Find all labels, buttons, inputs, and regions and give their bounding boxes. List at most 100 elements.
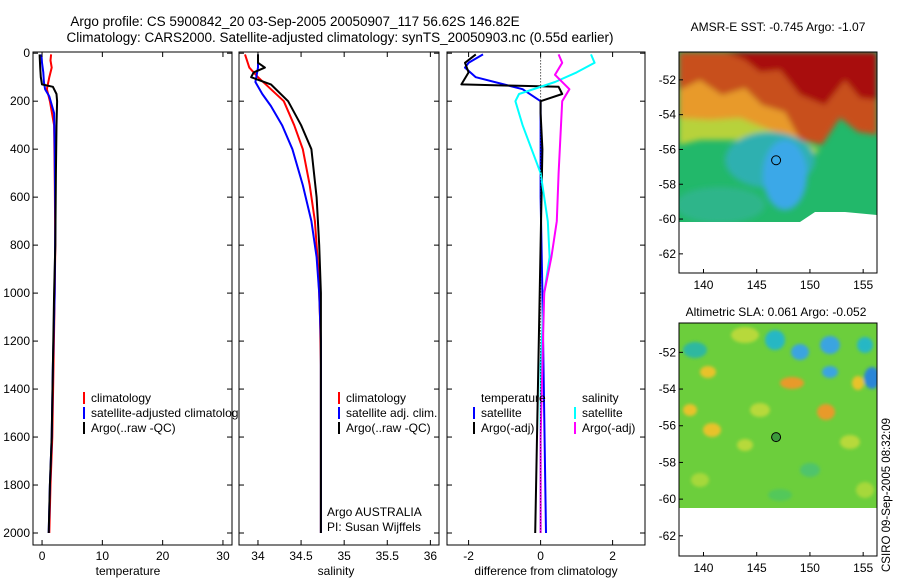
lat-tick-label: -62 <box>659 247 677 261</box>
sst-map-title: AMSR-E SST: -0.745 Argo: -1.07 <box>691 20 866 34</box>
sla-heatmap <box>679 323 877 508</box>
difference-xlabel: difference from climatology <box>474 564 617 578</box>
series-line-argo-raw-qc <box>38 54 59 534</box>
sla-blob <box>780 377 804 389</box>
sst-no-data <box>679 212 877 225</box>
series-line-salinity-satellite <box>514 54 596 533</box>
sla-blob <box>864 367 877 389</box>
y-tick-label: 1800 <box>3 478 30 492</box>
x-tick-label: 0 <box>537 549 544 563</box>
y-tick-label: 1400 <box>3 382 30 396</box>
series-line-argo-raw-qc <box>250 54 322 533</box>
salinity-xlabel: salinity <box>318 564 355 578</box>
float-position-marker <box>771 155 782 166</box>
x-tick-label: 10 <box>96 549 110 563</box>
title-line-2: Climatology: CARS2000. Satellite-adjuste… <box>66 30 613 45</box>
sla-map-marks <box>771 432 782 443</box>
sla-blob <box>765 330 785 350</box>
lat-tick-label: -62 <box>659 529 677 543</box>
sla-blob <box>822 366 838 378</box>
sla-field-blobs <box>683 327 877 501</box>
lat-tick-label: -60 <box>659 212 677 226</box>
lon-tick-label: 145 <box>747 561 767 575</box>
sst-cold-core <box>763 140 807 210</box>
difference-legend-salinity: salinity satellite Argo(-adj) <box>574 391 635 435</box>
series-line-salinity-argo-adj <box>539 54 571 533</box>
sst-map-panel: AMSR-E SST: -0.745 Argo: -1.07 140 145 150… <box>659 20 878 292</box>
sla-map-ticks: 140 145 150 155 -52 -54 -56 -58 -60 -62 <box>659 345 874 575</box>
lon-tick-label: 150 <box>800 278 820 292</box>
sla-blob <box>683 342 707 358</box>
series-line-temperature-argo-adj <box>460 53 564 534</box>
x-tick-label: 0 <box>39 549 46 563</box>
sla-blob <box>820 336 840 354</box>
sst-map-frame <box>678 51 878 274</box>
legend-title-salinity: salinity <box>582 391 619 405</box>
temperature-xlabel: temperature <box>96 564 161 578</box>
sst-map-marks <box>771 155 782 166</box>
sla-blob <box>791 344 809 360</box>
salinity-axes-frame <box>238 51 440 546</box>
difference-marks <box>460 53 596 534</box>
sst-map-ticks: 140 145 150 155 -52 -54 -56 -58 -60 -62 <box>659 73 874 292</box>
legend-label-satellite: satellite adj. clim. <box>346 406 437 420</box>
title-line-1: Argo profile: CS 5900842_20 03-Sep-2005 … <box>70 14 519 29</box>
float-annotation-line-2: PI: Susan Wijffels <box>327 520 421 534</box>
sst-hot-band <box>725 52 877 105</box>
sla-blob <box>750 403 770 417</box>
x-tick-label: 20 <box>156 549 170 563</box>
sla-blob <box>731 327 759 343</box>
legend-label-climatology: climatology <box>346 391 406 405</box>
float-position-marker <box>771 432 782 443</box>
legend-label-temp-argo: Argo(-adj) <box>481 421 534 435</box>
sla-map-frame <box>678 322 878 557</box>
lat-tick-label: -58 <box>659 455 677 469</box>
x-tick-label: -2 <box>463 549 474 563</box>
salinity-marks <box>244 54 322 533</box>
lat-tick-label: -60 <box>659 492 677 506</box>
sla-blob <box>857 337 873 353</box>
lon-tick-label: 140 <box>693 278 713 292</box>
sla-blob <box>700 366 716 378</box>
legend-title-temperature: temperature <box>481 391 546 405</box>
difference-legend-temperature: temperature satellite Argo(-adj) <box>473 391 546 435</box>
x-tick-label: 35 <box>337 549 351 563</box>
lon-tick-label: 150 <box>800 561 820 575</box>
sla-blob <box>817 404 835 420</box>
y-tick-label: 400 <box>10 142 30 156</box>
temperature-panel: 0 10 20 30 0 200 400 600 800 1000 1200 1400 1600 1800… <box>3 46 244 578</box>
y-tick-label: 600 <box>10 190 30 204</box>
sla-blob <box>800 463 820 477</box>
sla-blob <box>683 404 697 416</box>
sla-blob <box>737 439 753 451</box>
temperature-axes-frame <box>32 51 233 546</box>
lat-tick-label: -52 <box>659 345 677 359</box>
y-tick-label: 1600 <box>3 430 30 444</box>
salinity-panel: 34 34.5 35 35.5 36 salinity climatology sate… <box>238 51 440 578</box>
sst-heatmap <box>679 52 877 225</box>
legend-label-satellite: satellite-adjusted climatology <box>91 406 244 420</box>
lat-tick-label: -54 <box>659 382 677 396</box>
y-tick-label: 800 <box>10 238 30 252</box>
sla-map-title: Altimetric SLA: 0.061 Argo: -0.052 <box>686 305 867 319</box>
salinity-legend: climatology satellite adj. clim. Argo(..… <box>338 391 437 435</box>
y-tick-label: 1000 <box>3 286 30 300</box>
sla-blob <box>768 489 792 501</box>
sst-no-data-strip <box>679 222 877 225</box>
lat-tick-label: -56 <box>659 142 677 156</box>
sla-map-panel: Altimetric SLA: 0.061 Argo: -0.052 <box>659 305 878 575</box>
y-tick-label: 1200 <box>3 334 30 348</box>
sst-orange-band <box>679 80 800 140</box>
difference-axes-frame <box>446 51 646 546</box>
y-tick-label: 200 <box>10 94 30 108</box>
temperature-ticks: 0 10 20 30 0 200 400 600 800 1000 1200 1400 1600 1800… <box>3 46 232 563</box>
x-tick-label: 2 <box>609 549 616 563</box>
sla-field-base <box>679 323 877 508</box>
difference-panel: -2 0 2 difference from climatology tempera… <box>446 51 646 578</box>
legend-label-climatology: climatology <box>91 391 151 405</box>
x-tick-label: 35.5 <box>376 549 400 563</box>
legend-label-temp-satellite: satellite <box>481 406 522 420</box>
sla-blob <box>856 482 874 498</box>
lon-tick-label: 155 <box>853 561 873 575</box>
lon-tick-label: 145 <box>747 278 767 292</box>
